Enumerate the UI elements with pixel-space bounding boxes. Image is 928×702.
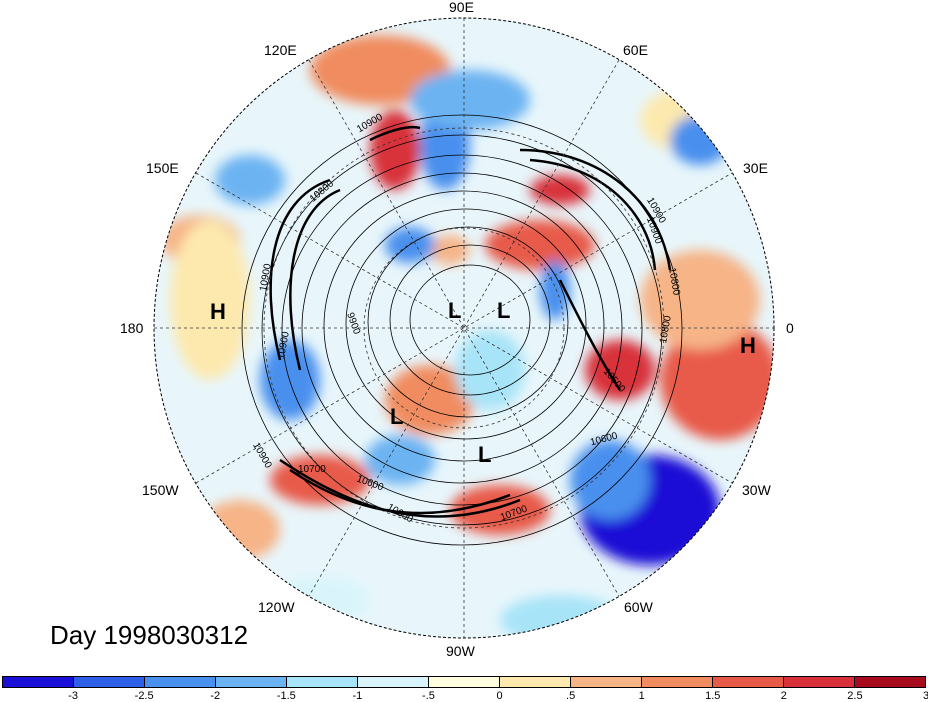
- colorbar-tick-label: 1: [638, 690, 645, 702]
- colorbar-swatch: [3, 677, 74, 687]
- colorbar: [2, 676, 926, 688]
- lon-label-150w: 150W: [142, 482, 179, 498]
- colorbar-tick-label: -2: [210, 690, 221, 702]
- lon-label-120w: 120W: [258, 599, 295, 615]
- colorbar-swatch: [855, 677, 925, 687]
- lon-label-0: 0: [786, 320, 794, 336]
- contour-label: 10700: [298, 464, 326, 475]
- high-label-east: H: [740, 333, 756, 358]
- low-label-4: L: [478, 442, 492, 467]
- low-label-1: L: [448, 298, 462, 323]
- height-contours: [241, 114, 683, 546]
- lon-label-60e: 60E: [623, 42, 648, 58]
- colorbar-swatch: [642, 677, 713, 687]
- colorbar-swatch: [287, 677, 358, 687]
- map-boundary: [153, 17, 775, 639]
- colorbar-tick-label: 1.5: [705, 690, 721, 702]
- colorbar-swatch: [216, 677, 287, 687]
- colorbar-tick-label: 0: [496, 690, 503, 702]
- jet-contours: [269, 125, 672, 518]
- high-label-west: H: [210, 299, 226, 324]
- colorbar-swatch: [358, 677, 429, 687]
- lon-label-90w: 90W: [446, 643, 475, 659]
- colorbar-swatch: [145, 677, 216, 687]
- colorbar-tick-label: 3: [922, 690, 928, 702]
- lon-label-180: 180: [120, 320, 144, 336]
- colorbar-swatch: [784, 677, 855, 687]
- colorbar-swatch: [500, 677, 571, 687]
- colorbar-tick-label: -2.5: [134, 690, 154, 702]
- polar-map: [153, 17, 775, 639]
- colorbar-tick-label: -1.5: [276, 690, 296, 702]
- colorbar-tick-label: -1: [352, 690, 363, 702]
- lon-label-150e: 150E: [146, 160, 179, 176]
- lon-label-30e: 30E: [743, 160, 768, 176]
- colorbar-swatch: [571, 677, 642, 687]
- date-label: Day 1998030312: [50, 620, 249, 650]
- colorbar-tick-label: 2: [780, 690, 787, 702]
- colorbar-swatch: [713, 677, 784, 687]
- graticule: [154, 18, 774, 638]
- lon-label-30w: 30W: [742, 482, 771, 498]
- lon-label-90e: 90E: [449, 0, 474, 15]
- colorbar-tick-label: -3: [68, 690, 78, 702]
- lon-label-120e: 120E: [264, 42, 297, 58]
- colorbar-tick-label: .5: [566, 690, 576, 702]
- colorbar-tick-label: -.5: [422, 690, 435, 702]
- low-label-3: L: [390, 404, 404, 429]
- colorbar-swatch: [429, 677, 500, 687]
- colorbar-swatch: [74, 677, 145, 687]
- colorbar-tick-label: 2.5: [847, 690, 863, 702]
- lon-label-60w: 60W: [624, 599, 653, 615]
- low-label-2: L: [497, 298, 511, 323]
